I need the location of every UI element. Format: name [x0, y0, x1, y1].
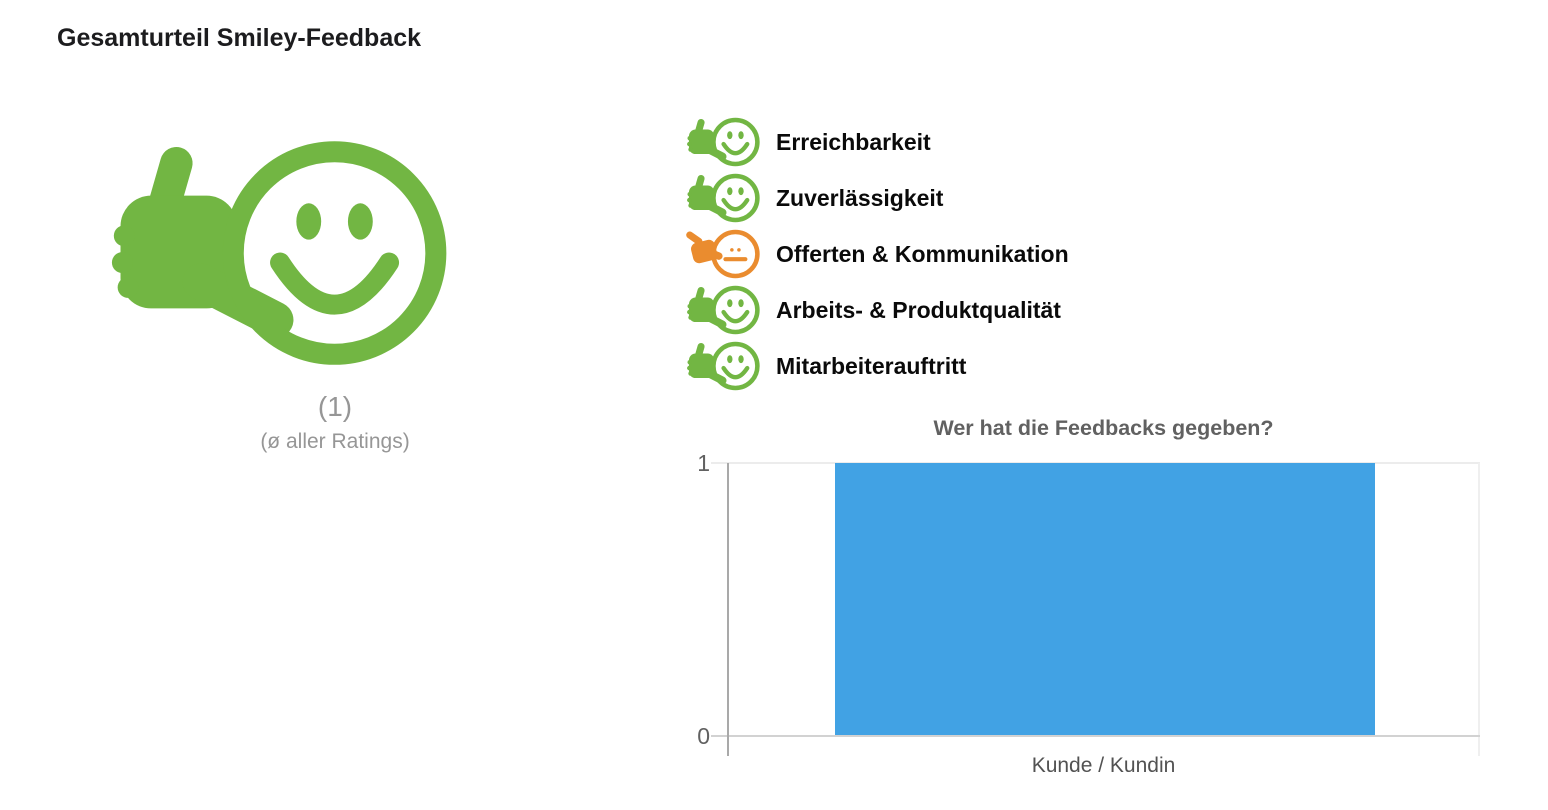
y-tick-label-1: 1	[697, 450, 710, 476]
thumbs-up-smiley-icon	[684, 114, 764, 170]
x-axis-label: Kunde / Kundin	[1031, 754, 1176, 777]
thumbs-up-smiley-icon	[684, 170, 764, 226]
category-label: Offerten & Kommunikation	[776, 240, 1069, 267]
overall-rating-count: (1)	[317, 391, 353, 422]
y-tick-label-0: 0	[697, 723, 710, 749]
thumbs-up-smiley-icon	[684, 282, 764, 338]
category-row-erreichbarkeit: Erreichbarkeit	[684, 114, 1069, 170]
category-label: Arbeits- & Produktqualität	[776, 296, 1061, 323]
thumbs-up-smiley-icon	[684, 338, 764, 394]
category-label: Erreichbarkeit	[776, 128, 931, 155]
neutral-smiley-icon	[684, 226, 764, 282]
category-label: Zuverlässigkeit	[776, 184, 944, 211]
category-rating-list: Erreichbarkeit Zuverlässigkeit Offerten …	[684, 114, 1069, 394]
category-row-offerten-kommunikation: Offerten & Kommunikation	[684, 226, 1069, 282]
category-row-zuverlaessigkeit: Zuverlässigkeit	[684, 170, 1069, 226]
chart-title: Wer hat die Feedbacks gegeben?	[933, 416, 1274, 440]
chart-plot-area	[711, 462, 1480, 756]
category-label: Mitarbeiterauftritt	[776, 352, 967, 379]
page-title: Gesamturteil Smiley-Feedback	[57, 24, 422, 52]
thumbs-up-smiley-icon	[100, 124, 464, 382]
bar-kunde-kundin	[835, 463, 1375, 736]
x-axis-line	[711, 735, 1480, 737]
category-row-arbeits-produktqualitaet: Arbeits- & Produktqualität	[684, 282, 1069, 338]
plot-right-border	[1478, 463, 1480, 756]
y-axis-line	[727, 463, 729, 756]
overall-rating-caption: (ø aller Ratings)	[260, 430, 410, 453]
category-row-mitarbeiterauftritt: Mitarbeiterauftritt	[684, 338, 1069, 394]
